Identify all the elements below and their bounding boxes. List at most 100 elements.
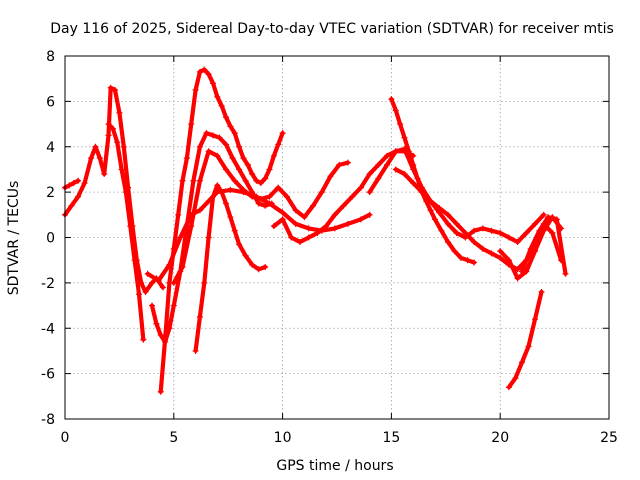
data-point — [458, 254, 465, 261]
data-point — [114, 139, 121, 146]
data-point — [384, 161, 391, 168]
data-point — [344, 159, 351, 166]
data-point — [464, 257, 471, 264]
data-point — [331, 225, 338, 232]
data-point — [81, 180, 88, 187]
data-point — [366, 170, 373, 177]
data-point — [196, 143, 203, 150]
data-point — [323, 223, 330, 230]
data-point — [318, 189, 325, 196]
data-point — [105, 132, 112, 139]
data-point — [70, 180, 77, 187]
data-point — [453, 220, 460, 227]
data-point — [270, 152, 277, 159]
data-point — [214, 152, 221, 159]
x-tick-label: 25 — [600, 430, 618, 446]
data-point — [170, 302, 177, 309]
data-point — [366, 189, 373, 196]
data-point — [532, 248, 539, 255]
data-point — [255, 266, 262, 273]
series-5 — [244, 130, 286, 187]
data-point — [266, 166, 273, 173]
data-point — [540, 211, 547, 218]
data-point — [357, 184, 364, 191]
series-line — [519, 215, 568, 276]
data-point — [336, 161, 343, 168]
data-point — [242, 252, 249, 259]
data-point — [196, 177, 203, 184]
data-point — [479, 245, 486, 252]
data-point — [401, 134, 408, 141]
data-point — [288, 234, 295, 241]
data-point — [392, 107, 399, 114]
data-point — [112, 87, 119, 94]
data-point — [96, 155, 103, 162]
y-tick-label: 6 — [46, 94, 55, 110]
grid — [65, 56, 609, 419]
data-point — [525, 343, 532, 350]
data-point — [292, 207, 299, 214]
data-point — [162, 338, 169, 345]
data-point — [166, 325, 173, 332]
data-point — [157, 332, 164, 339]
data-point — [223, 141, 230, 148]
data-point — [327, 173, 334, 180]
data-point — [240, 155, 247, 162]
y-tick-label: 4 — [46, 140, 55, 156]
data-point — [471, 227, 478, 234]
data-point — [66, 182, 73, 189]
data-point — [188, 223, 195, 230]
data-point — [236, 241, 243, 248]
series-15 — [505, 288, 545, 391]
data-point — [183, 155, 190, 162]
data-point — [177, 234, 184, 241]
data-point — [179, 263, 186, 270]
data-point — [301, 214, 308, 221]
data-point — [216, 134, 223, 141]
data-point — [270, 223, 277, 230]
data-point — [471, 259, 478, 266]
data-point — [488, 250, 495, 257]
data-point — [218, 102, 225, 109]
data-point — [410, 180, 417, 187]
data-point — [157, 388, 164, 395]
data-point — [505, 234, 512, 241]
data-point — [201, 279, 208, 286]
data-point — [192, 87, 199, 94]
series-16 — [518, 214, 569, 277]
data-layer — [62, 66, 569, 395]
data-point — [262, 263, 269, 270]
data-point — [388, 96, 395, 103]
series-8 — [192, 182, 269, 354]
data-point — [545, 214, 552, 221]
data-point — [68, 202, 75, 209]
data-point — [88, 155, 95, 162]
data-point — [75, 193, 82, 200]
data-point — [410, 166, 417, 173]
x-tick-label: 5 — [169, 430, 178, 446]
data-point — [105, 121, 112, 128]
data-point — [192, 347, 199, 354]
data-point — [471, 239, 478, 246]
series-3 — [105, 121, 147, 343]
data-point — [214, 93, 221, 100]
data-point — [262, 202, 269, 209]
data-point — [279, 216, 286, 223]
data-point — [397, 121, 404, 128]
series-1 — [62, 84, 166, 295]
data-point — [340, 202, 347, 209]
data-point — [205, 198, 212, 205]
data-point — [532, 316, 539, 323]
y-tick-label: -8 — [41, 412, 55, 428]
data-point — [149, 279, 156, 286]
data-point — [349, 193, 356, 200]
data-point — [357, 216, 364, 223]
data-point — [562, 270, 569, 277]
data-point — [227, 123, 234, 130]
data-point — [242, 177, 249, 184]
data-point — [149, 302, 156, 309]
data-point — [401, 170, 408, 177]
data-point — [227, 214, 234, 221]
data-point — [453, 229, 460, 236]
